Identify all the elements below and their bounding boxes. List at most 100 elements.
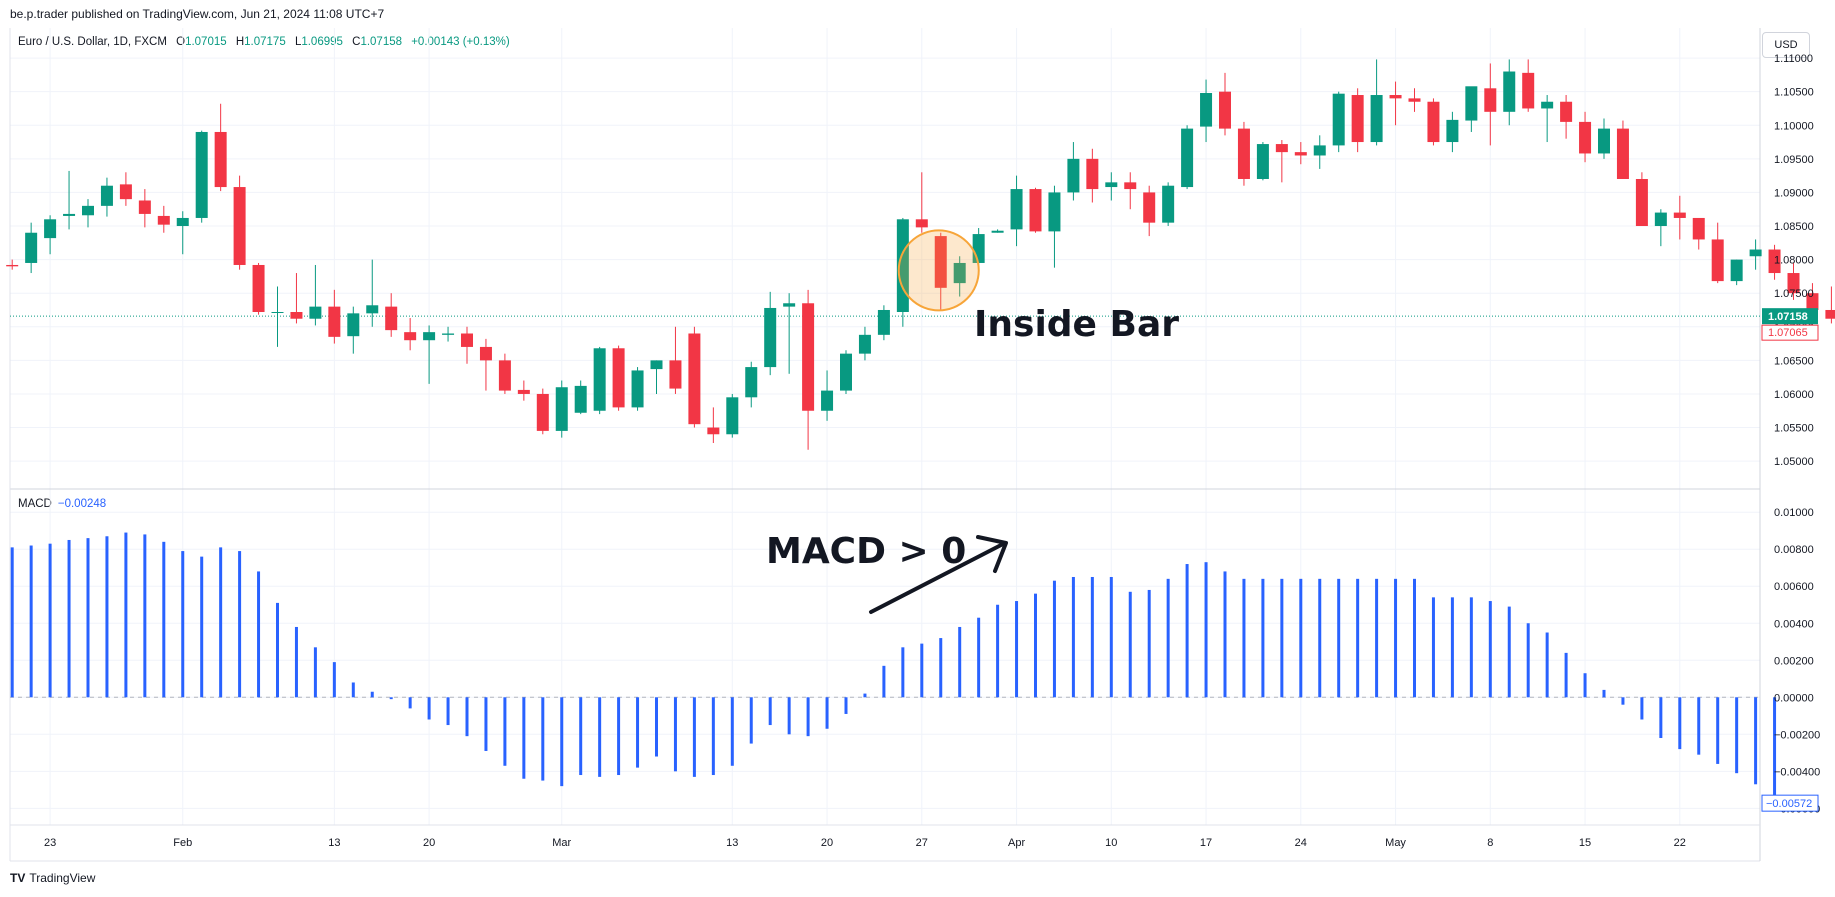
candle-body xyxy=(1294,152,1307,156)
candle-body xyxy=(1465,86,1478,121)
time-tick-label: 22 xyxy=(1674,837,1686,849)
time-tick-label: Mar xyxy=(552,837,571,849)
candle xyxy=(1654,209,1667,247)
macd-bar xyxy=(484,697,488,751)
candle-body xyxy=(461,333,473,347)
candle xyxy=(1579,111,1592,163)
macd-bar xyxy=(1015,601,1019,698)
candle xyxy=(214,103,227,192)
candle xyxy=(1673,195,1686,240)
close-value: 1.07158 xyxy=(360,36,403,48)
time-tick-label: Feb xyxy=(173,837,192,849)
candle xyxy=(877,305,890,341)
currency-button[interactable]: USD xyxy=(1762,32,1810,58)
price-tick-label: 1.10000 xyxy=(1774,120,1814,132)
macd-bar xyxy=(389,697,393,700)
macd-bar xyxy=(920,643,924,698)
macd-legend: MACD −0.00248 xyxy=(18,498,106,510)
macd-axis[interactable]: 0.01000 0.00800 0.00600 0.00400 0.00200 0.000… xyxy=(1761,507,1820,815)
macd-bar xyxy=(825,697,829,729)
candle-body xyxy=(745,367,758,398)
candle xyxy=(915,172,928,233)
macd-bar xyxy=(408,697,412,709)
candle xyxy=(1711,222,1724,284)
candle xyxy=(1825,286,1835,324)
candle-body xyxy=(1522,72,1535,109)
candle xyxy=(1749,239,1762,270)
brand-name: TradingView xyxy=(29,871,96,885)
macd-tick-label: 0.00800 xyxy=(1774,544,1814,556)
low-label: L xyxy=(294,36,302,48)
price-tick-label: 1.10500 xyxy=(1774,87,1814,99)
macd-bar xyxy=(67,539,71,698)
candle-body xyxy=(1635,178,1648,227)
time-tick-label: 20 xyxy=(423,837,435,849)
macd-bar xyxy=(1507,606,1511,698)
candle-body xyxy=(252,264,265,312)
candle xyxy=(1086,148,1099,203)
candle-body xyxy=(1351,95,1364,143)
candle-body xyxy=(783,303,796,307)
candle xyxy=(840,350,852,394)
candle-body xyxy=(6,264,19,267)
candle-body xyxy=(347,313,360,337)
candle-body xyxy=(1654,212,1667,227)
candle xyxy=(479,338,492,391)
macd-bar xyxy=(1450,597,1454,698)
macd-bar xyxy=(617,697,621,776)
price-axis[interactable]: 1.11000 1.10500 1.10000 1.09500 1.09000 1.085… xyxy=(1761,53,1819,468)
candle-body xyxy=(858,334,871,354)
candle xyxy=(233,175,246,270)
candle-body xyxy=(366,305,379,314)
last-price-tag-text: 1.07158 xyxy=(1768,311,1808,323)
candle-body xyxy=(1730,259,1743,282)
time-axis[interactable]: 23 Feb 13 20 Mar 13 20 27 Apr 10 17 24 May 8 15 22 xyxy=(44,837,1686,849)
candle-body xyxy=(176,217,189,227)
macd-title[interactable]: MACD xyxy=(18,498,52,510)
candle xyxy=(271,286,284,347)
candle-body xyxy=(915,219,928,228)
macd-bar xyxy=(1602,689,1606,698)
macd-bar xyxy=(522,697,526,779)
macd-bar xyxy=(673,697,677,772)
price-tick-label: 1.05500 xyxy=(1774,423,1814,435)
macd-bar xyxy=(29,545,33,698)
macd-bar xyxy=(257,571,261,698)
candle xyxy=(252,262,265,315)
candle xyxy=(1616,120,1629,179)
time-tick-label: 13 xyxy=(726,837,738,849)
macd-bar xyxy=(939,638,943,698)
price-tick-label: 1.09000 xyxy=(1774,187,1814,199)
candle-body xyxy=(385,306,398,331)
candle-body xyxy=(631,370,644,408)
last-price-tag-bg xyxy=(1762,308,1818,325)
candle-body xyxy=(1162,185,1175,223)
symbol-title[interactable]: Euro / U.S. Dollar, 1D, FXCM xyxy=(18,36,167,48)
macd-bar xyxy=(1659,697,1663,739)
inside-bar-highlight-circle xyxy=(897,229,980,312)
candle-body xyxy=(1181,128,1194,188)
macd-bar xyxy=(579,697,583,776)
candle-body xyxy=(1332,93,1345,146)
price-tick-label: 1.05000 xyxy=(1774,456,1814,468)
candle xyxy=(6,259,19,270)
candle xyxy=(1143,185,1156,237)
price-tick-label: 1.09500 xyxy=(1774,154,1814,166)
macd-bar xyxy=(427,697,431,720)
candle xyxy=(195,130,208,223)
price-tick-label: 1.06000 xyxy=(1774,389,1814,401)
candle-body xyxy=(1692,217,1705,240)
candle-body xyxy=(214,131,227,188)
macd-tick-label: 0.01000 xyxy=(1774,507,1814,519)
macd-bar xyxy=(313,647,317,698)
candle xyxy=(1484,63,1497,146)
macd-bar xyxy=(1337,578,1341,698)
macd-bar xyxy=(143,534,147,698)
candle-body xyxy=(1768,249,1781,274)
candle-body xyxy=(1313,145,1326,156)
candle-body xyxy=(1105,182,1118,188)
macd-bar xyxy=(1261,578,1265,698)
macd-bar xyxy=(219,547,223,698)
candle xyxy=(1408,88,1421,112)
